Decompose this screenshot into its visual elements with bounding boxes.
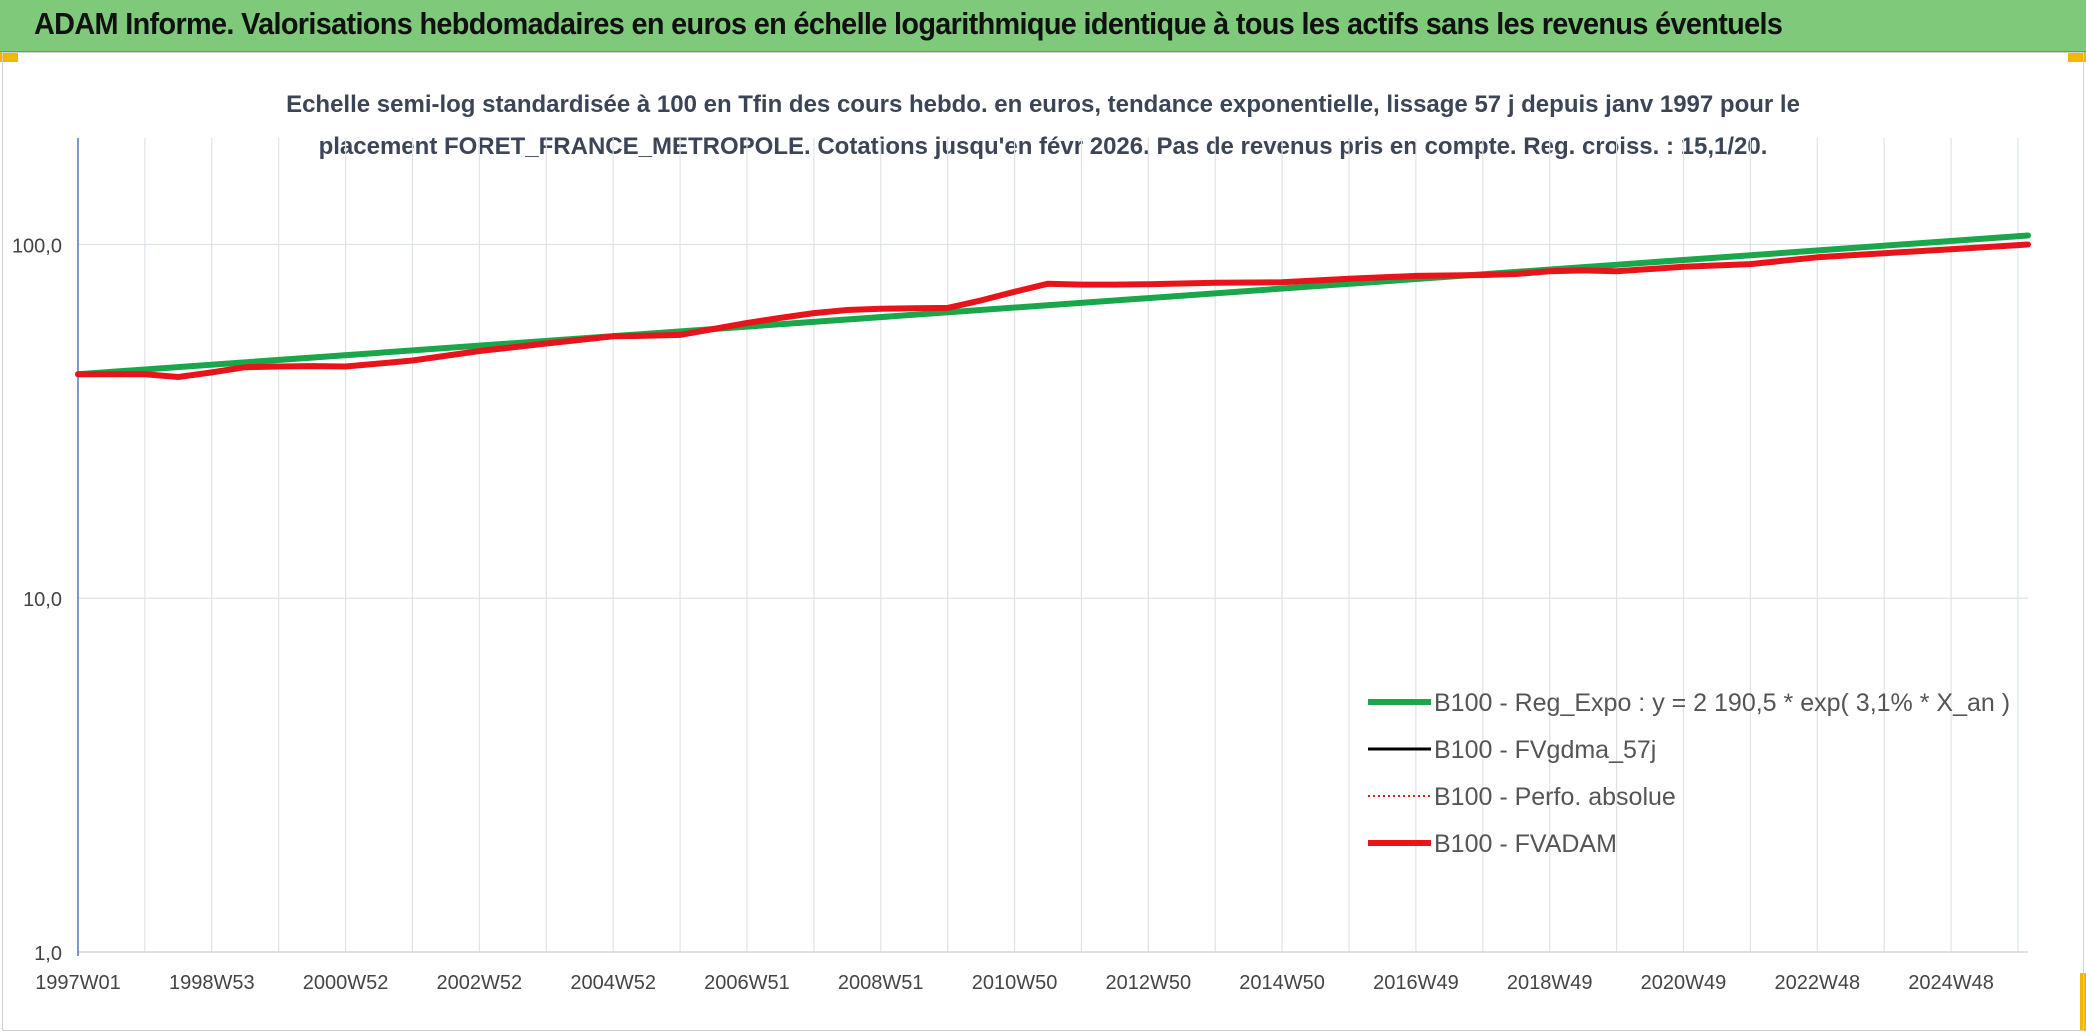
x-tick-label: 2024W48 <box>1908 972 1994 994</box>
x-tick-label: 2014W50 <box>1239 972 1325 994</box>
series-line-reg_expo <box>75 232 2031 378</box>
x-tick-label: 2020W49 <box>1641 972 1727 994</box>
x-tick-label: 2016W49 <box>1373 972 1459 994</box>
chart-title-line-1: Echelle semi-log standardisée à 100 en T… <box>286 91 1800 118</box>
legend-label-fvadam: B100 - FVADAM <box>1434 830 1617 858</box>
chart-title: Echelle semi-log standardisée à 100 en T… <box>286 91 1800 160</box>
series-layer <box>75 232 2031 380</box>
legend-label-perfo: B100 - Perfo. absolue <box>1434 783 1676 811</box>
grid-layer <box>78 138 2028 953</box>
axis-layer: 1,0 10,0 100,0 1997W01 1998W53 2000W52 2002W52… <box>12 138 1994 994</box>
y-tick-label: 10,0 <box>23 589 62 611</box>
x-tick-label: 2006W51 <box>704 972 790 994</box>
x-tick-label: 2000W52 <box>303 972 389 994</box>
x-tick-label: 2008W51 <box>838 972 924 994</box>
corner-accent-top-right <box>2068 52 2086 62</box>
legend: B100 - Reg_Expo : y = 2 190,5 * exp( 3,1… <box>1368 689 2010 858</box>
x-tick-label: 2002W52 <box>437 972 523 994</box>
x-tick-label: 2012W50 <box>1106 972 1192 994</box>
corner-accent-top-left <box>0 52 18 62</box>
legend-label-fvgdma: B100 - FVgdma_57j <box>1434 736 1656 764</box>
chart-svg: Echelle semi-log standardisée à 100 en T… <box>12 91 2031 994</box>
header-bar: ADAM Informe. Valorisations hebdomadaire… <box>0 0 2086 52</box>
y-tick-label: 1,0 <box>34 943 62 965</box>
x-tick-label: 2010W50 <box>972 972 1058 994</box>
x-tick-label: 2004W52 <box>570 972 656 994</box>
x-tick-label: 2018W49 <box>1507 972 1593 994</box>
x-tick-label: 1997W01 <box>35 972 121 994</box>
x-tick-label: 1998W53 <box>169 972 255 994</box>
legend-label-reg_expo: B100 - Reg_Expo : y = 2 190,5 * exp( 3,1… <box>1434 689 2010 717</box>
series-line-fvadam <box>75 241 2031 380</box>
page-title: ADAM Informe. Valorisations hebdomadaire… <box>34 6 1783 41</box>
x-tick-label: 2022W48 <box>1774 972 1860 994</box>
y-tick-label: 100,0 <box>12 235 62 257</box>
chart-title-line-2: placement FORET_FRANCE_METROPOLE. Cotati… <box>319 133 1768 160</box>
chart-frame: Echelle semi-log standardisée à 100 en T… <box>2 52 2084 1031</box>
